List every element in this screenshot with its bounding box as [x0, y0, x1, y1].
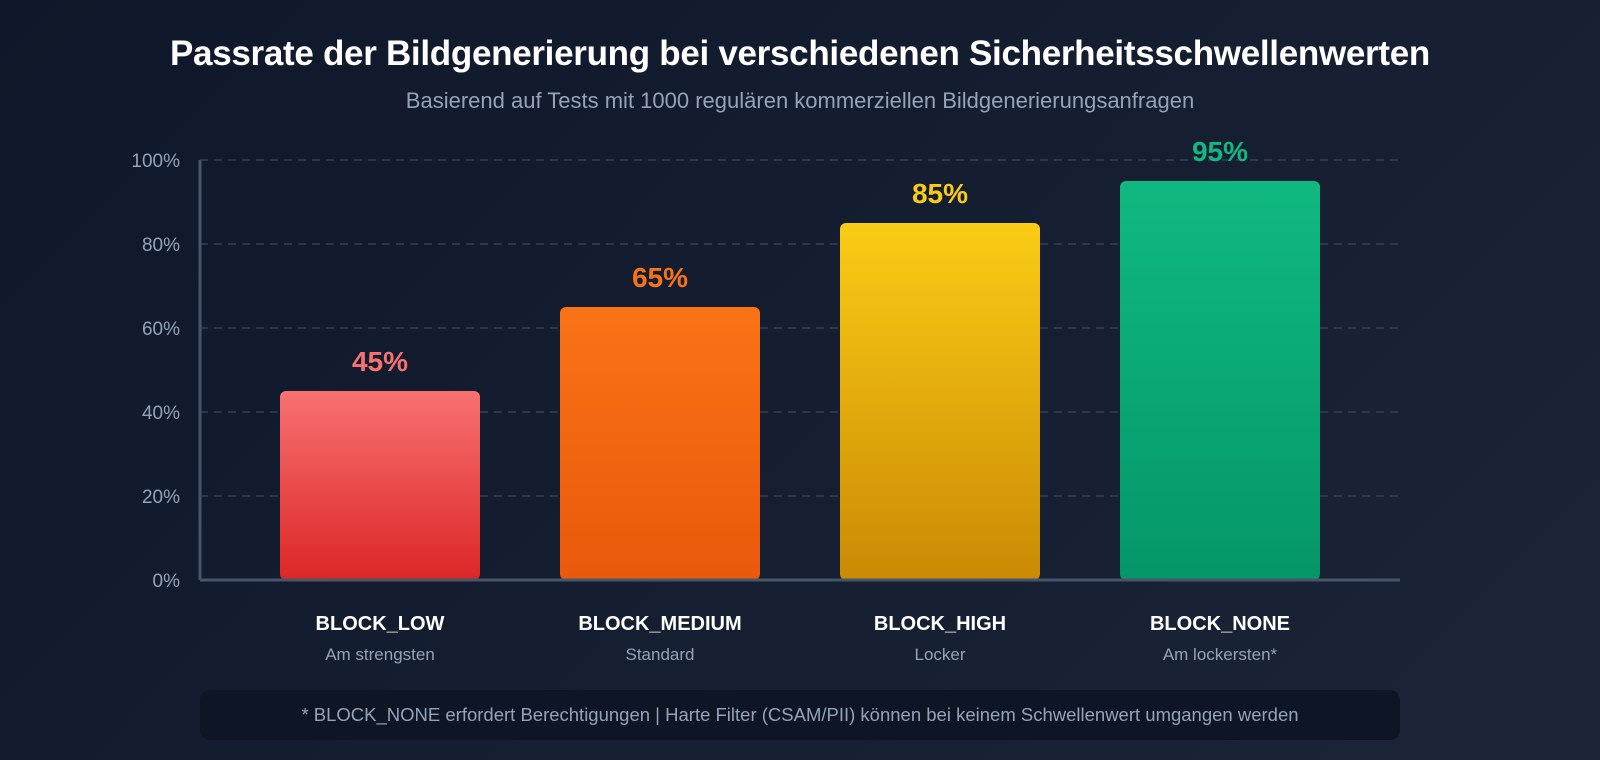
bar-value-label: 85%	[912, 178, 968, 209]
x-category-label: BLOCK_LOW	[316, 613, 445, 635]
bar-value-label: 65%	[632, 262, 688, 293]
y-tick-label: 20%	[142, 487, 180, 508]
x-category-label: BLOCK_NONE	[1150, 613, 1290, 635]
bar-block-low	[280, 391, 480, 580]
bar-block-high	[840, 223, 1040, 580]
bar-block-none	[1120, 181, 1320, 580]
x-category-label: BLOCK_MEDIUM	[578, 613, 741, 635]
y-tick-label: 60%	[142, 319, 180, 340]
y-tick-label: 0%	[153, 571, 181, 592]
bar-value-label: 45%	[352, 346, 408, 377]
bars	[280, 181, 1320, 580]
y-tick-label: 80%	[142, 235, 180, 256]
labels: 0% 20% 40% 60% 80% 100% 45% BLOCK_LOW Am strengs…	[131, 136, 1290, 664]
x-category-sublabel: Am strengsten	[325, 645, 435, 664]
x-category-sublabel: Locker	[914, 645, 965, 664]
x-category-sublabel: Am lockersten*	[1163, 645, 1278, 664]
y-tick-label: 40%	[142, 403, 180, 424]
chart-subtitle: Basierend auf Tests mit 1000 regulären k…	[405, 88, 1195, 113]
footnote: * BLOCK_NONE erfordert Berechtigungen | …	[200, 690, 1400, 740]
bar-value-label: 95%	[1192, 136, 1248, 167]
bar-block-medium	[560, 307, 760, 580]
chart-title: Passrate der Bildgenerierung bei verschi…	[170, 34, 1430, 73]
axes	[198, 160, 1400, 582]
x-category-label: BLOCK_HIGH	[874, 613, 1006, 635]
y-tick-label: 100%	[131, 151, 180, 172]
x-category-sublabel: Standard	[626, 645, 695, 664]
